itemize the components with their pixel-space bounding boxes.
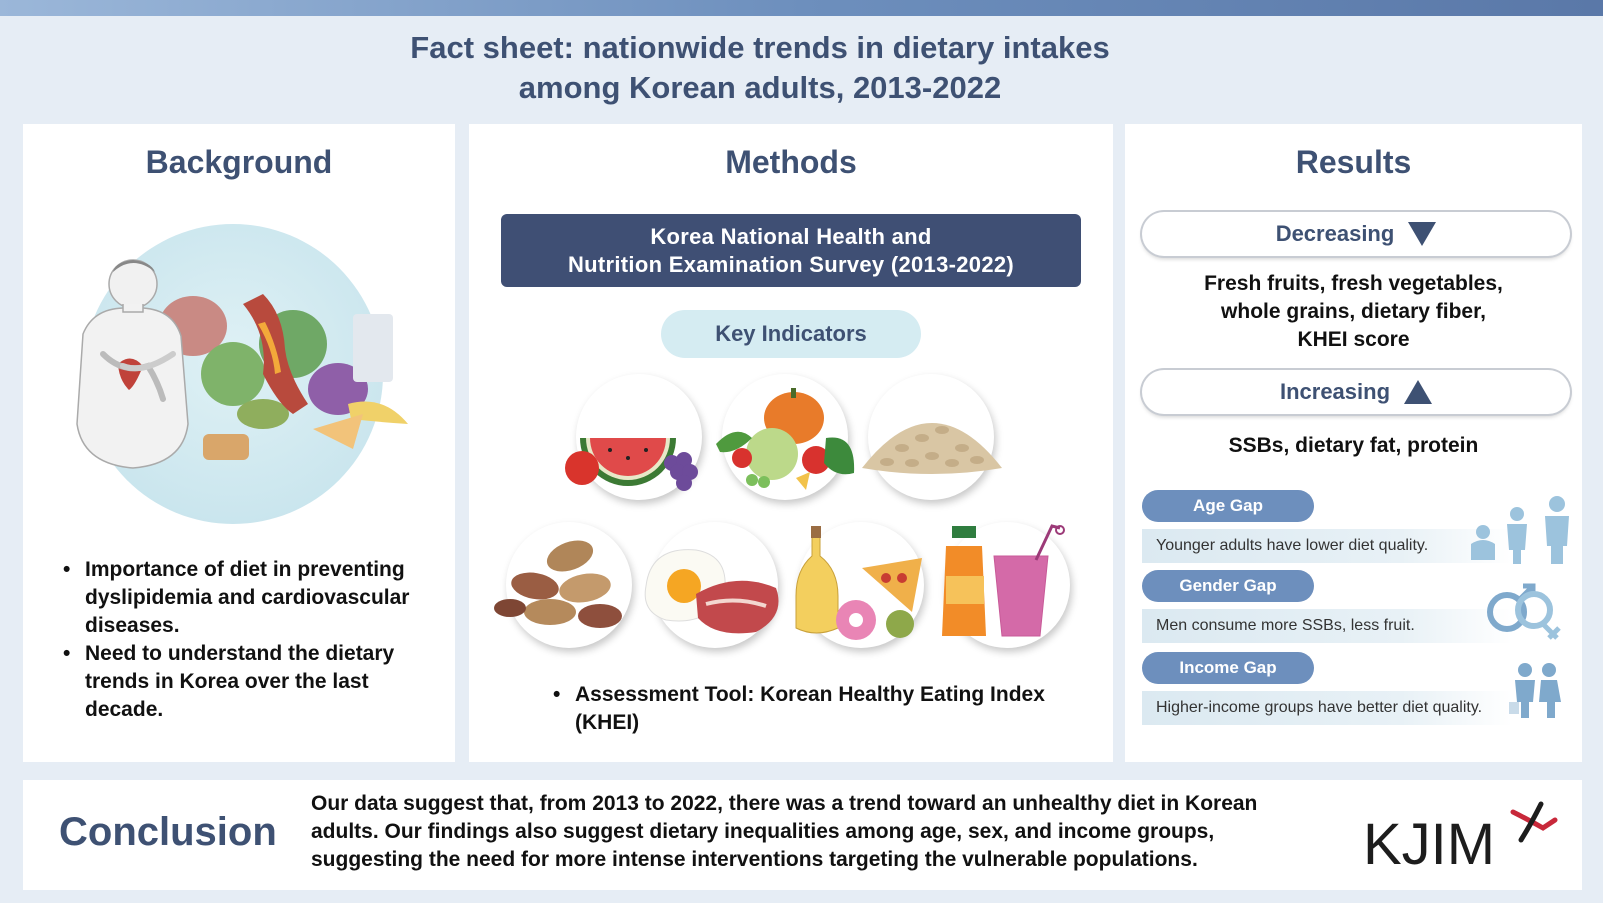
gender-symbols-icon: [1487, 583, 1561, 640]
conclusion-line: Our data suggest that, from 2013 to 2022…: [311, 792, 1258, 815]
results-panel: Results Decreasing Fresh fruits, fresh v…: [1125, 124, 1582, 762]
survey-box: Korea National Health and Nutrition Exam…: [501, 214, 1081, 287]
top-accent-bar: [0, 0, 1603, 16]
decreasing-pill: Decreasing: [1142, 212, 1570, 256]
conclusion-panel: Conclusion Our data suggest that, from 2…: [23, 780, 1582, 890]
income-family-icon: [1509, 663, 1561, 718]
triangle-down-icon: [1408, 222, 1437, 246]
nuts-icon: [494, 522, 632, 648]
age-gap-pill: Age Gap: [1142, 490, 1314, 522]
person-heart-food-illustration: [76, 259, 408, 469]
increasing-pill: Increasing: [1142, 370, 1570, 414]
page-title: Fact sheet: nationwide trends in dietary…: [0, 28, 1520, 108]
decreasing-text: Fresh fruits, fresh vegetables, whole gr…: [1125, 270, 1582, 354]
gender-gap-pill: Gender Gap: [1142, 570, 1314, 602]
methods-bullet-list: Assessment Tool: Korean Healthy Eating I…: [551, 681, 1071, 737]
grains-icon: [862, 374, 1002, 500]
page-title-text: Fact sheet: nationwide trends in dietary…: [410, 30, 1110, 105]
egg-meat-icon: [644, 522, 779, 648]
gender-gap-text: Men consume more SSBs, less fruit.: [1142, 609, 1512, 643]
decreasing-line: Fresh fruits, fresh vegetables,: [1204, 272, 1503, 295]
fat-oil-icon: [795, 522, 924, 648]
survey-line-2: Nutrition Examination Survey (2013-2022): [567, 251, 1015, 277]
triangle-up-icon: [1404, 380, 1433, 404]
decreasing-label: Decreasing: [1275, 221, 1395, 246]
age-gap-text: Younger adults have lower diet quality.: [1142, 529, 1512, 563]
background-bullet: Need to understand the dietary trends in…: [61, 640, 451, 724]
income-gap-pill: Income Gap: [1142, 652, 1314, 684]
vegetables-icon: [716, 374, 855, 500]
background-panel: Background Importance of diet in prevent…: [23, 124, 455, 762]
kjim-logo-text: KJIM: [1363, 812, 1495, 877]
decreasing-line: whole grains, dietary fiber,: [1221, 300, 1486, 323]
background-bullet: Importance of diet in preventing dyslipi…: [61, 556, 451, 640]
conclusion-text: Our data suggest that, from 2013 to 2022…: [311, 790, 1291, 874]
increasing-text: SSBs, dietary fat, protein: [1228, 434, 1479, 457]
results-heading: Results: [1295, 144, 1412, 180]
fruit-icon: [565, 374, 702, 500]
key-indicators-pill: Key Indicators: [661, 310, 921, 358]
background-heading: Background: [145, 144, 333, 180]
methods-panel: Methods Korea National Health and Nutrit…: [469, 124, 1113, 762]
age-group-icon: [1471, 496, 1569, 564]
decreasing-line: KHEI score: [1297, 328, 1410, 351]
kjim-logo: KJIM: [1363, 801, 1558, 877]
increasing-label: Increasing: [1279, 379, 1391, 404]
conclusion-line: suggesting the need for more intense int…: [311, 848, 1198, 871]
conclusion-heading: Conclusion: [59, 810, 277, 854]
conclusion-line: adults. Our findings also suggest dietar…: [311, 820, 1215, 843]
ssb-drink-icon: [942, 522, 1070, 648]
background-bullet-list: Importance of diet in preventing dyslipi…: [61, 556, 451, 724]
survey-line-1: Korea National Health and: [650, 223, 932, 249]
methods-bullet: Assessment Tool: Korean Healthy Eating I…: [551, 681, 1071, 737]
income-gap-text: Higher-income groups have better diet qu…: [1142, 691, 1512, 725]
methods-heading: Methods: [725, 144, 857, 180]
